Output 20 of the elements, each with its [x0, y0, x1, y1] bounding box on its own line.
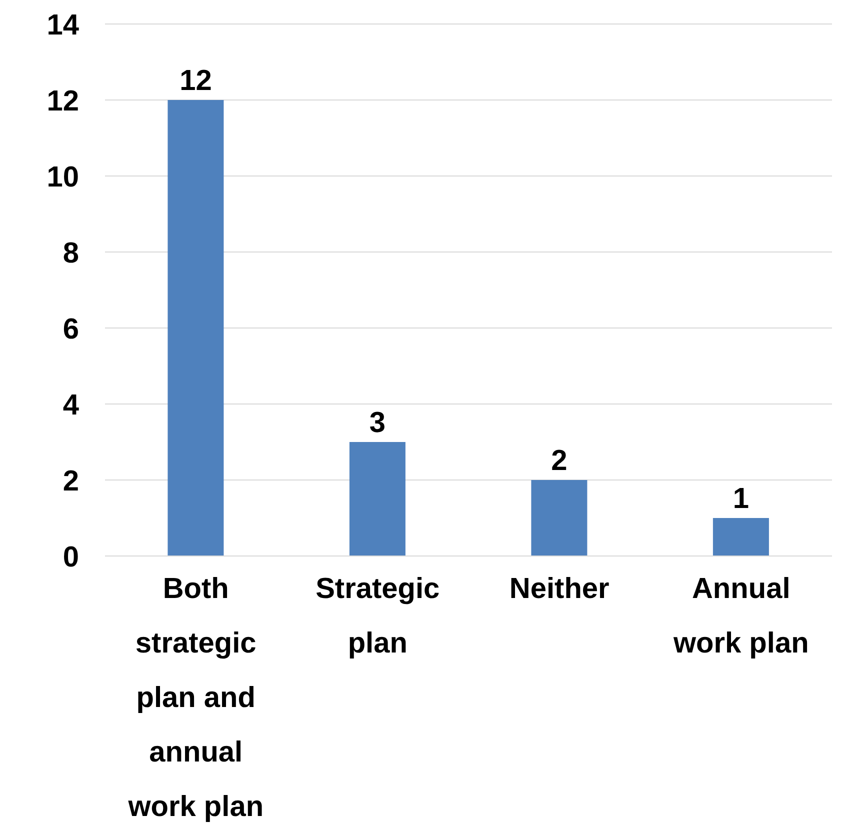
x-tick-label: Neither	[509, 573, 610, 606]
bar	[168, 100, 224, 556]
x-tick-label: Strategic plan	[316, 573, 440, 660]
y-tick-label: 8	[62, 237, 79, 270]
bar	[531, 480, 588, 556]
x-tick-label: Annual work plan	[672, 573, 809, 660]
y-tick-label: 10	[46, 161, 79, 194]
bar	[712, 518, 769, 556]
y-tick-label: 4	[62, 389, 79, 422]
y-tick-label: 12	[46, 85, 79, 118]
y-tick-label: 14	[46, 9, 79, 42]
data-label: 1	[732, 483, 750, 515]
data-label: 3	[369, 407, 386, 439]
y-tick-label: 0	[62, 541, 79, 574]
y-tick-label: 6	[62, 313, 79, 346]
x-tick-label: Both strategic plan and annual work plan	[127, 573, 264, 823]
y-tick-label: 2	[62, 465, 79, 498]
bar	[349, 442, 406, 556]
data-label: 12	[180, 65, 212, 97]
data-label: 2	[551, 445, 568, 477]
